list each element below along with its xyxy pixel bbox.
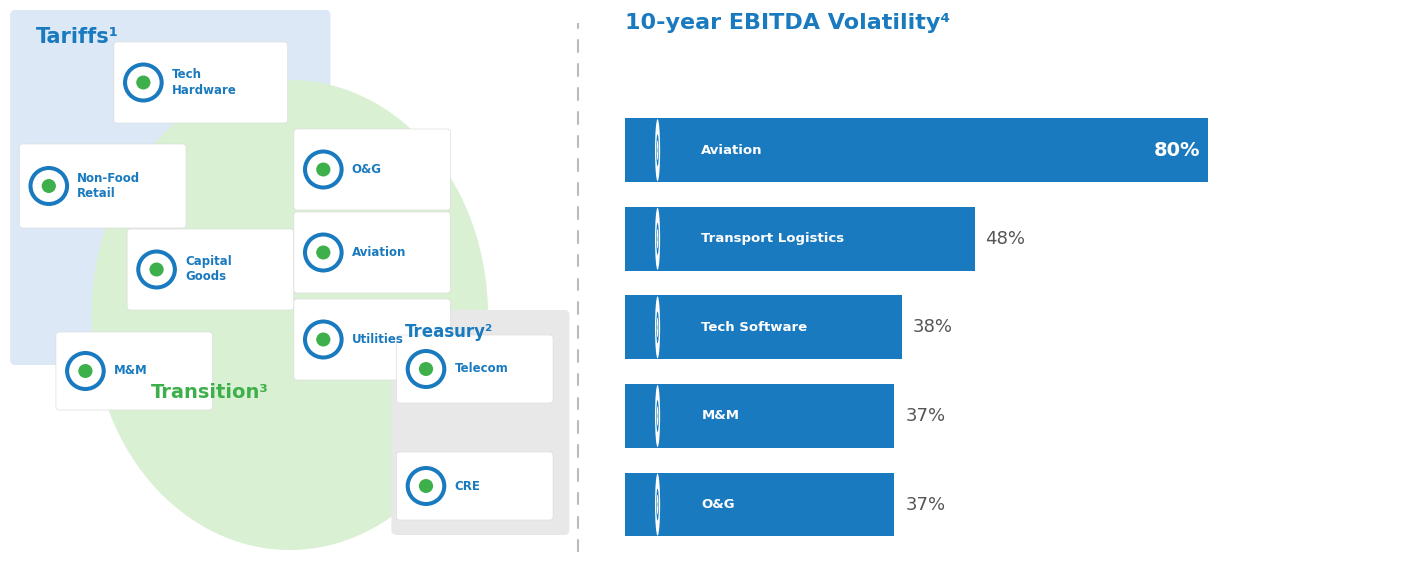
Circle shape [79,364,93,378]
Text: Aviation: Aviation [352,246,406,259]
Text: Aviation: Aviation [702,144,762,156]
Circle shape [656,134,658,166]
Circle shape [656,208,660,270]
Bar [625,207,974,271]
Circle shape [410,470,442,502]
Bar [625,296,901,359]
Bar [625,384,894,448]
Circle shape [410,353,442,385]
Text: Treasury²: Treasury² [404,323,493,341]
Text: Tariffs¹: Tariffs¹ [35,27,118,47]
Text: 80%: 80% [1154,141,1200,160]
Circle shape [316,163,330,177]
Circle shape [656,296,660,358]
FancyBboxPatch shape [396,335,553,403]
Circle shape [136,75,150,90]
Circle shape [657,406,658,426]
Text: Tech Software: Tech Software [702,321,807,334]
FancyBboxPatch shape [114,42,288,123]
FancyBboxPatch shape [20,144,187,228]
Circle shape [124,63,164,102]
Circle shape [42,179,56,193]
Circle shape [307,154,340,186]
Circle shape [32,170,65,202]
Text: Telecom: Telecom [455,362,508,375]
Text: 48%: 48% [986,230,1025,248]
Text: Transition³: Transition³ [150,383,268,402]
Ellipse shape [91,80,489,550]
Circle shape [69,355,101,387]
FancyBboxPatch shape [396,452,553,520]
Circle shape [656,385,660,447]
Circle shape [303,320,344,359]
Circle shape [657,495,658,514]
Text: CRE: CRE [455,480,480,493]
Circle shape [418,479,432,493]
Circle shape [140,254,173,286]
Text: O&G: O&G [702,498,734,511]
Circle shape [316,246,330,259]
FancyBboxPatch shape [128,229,293,310]
Circle shape [656,400,658,432]
Circle shape [657,229,658,248]
Circle shape [65,351,105,391]
Circle shape [656,474,660,535]
Circle shape [656,119,660,181]
FancyBboxPatch shape [392,310,570,535]
Circle shape [418,362,432,376]
Circle shape [316,332,330,347]
Circle shape [657,140,658,160]
Text: O&G: O&G [352,163,382,176]
FancyBboxPatch shape [56,332,212,410]
Text: 37%: 37% [906,496,945,513]
Circle shape [406,349,446,389]
Circle shape [656,223,658,255]
Text: 38%: 38% [913,319,953,336]
Circle shape [303,232,344,273]
Circle shape [307,236,340,269]
Text: Transport Logistics: Transport Logistics [702,232,844,246]
Circle shape [307,324,340,355]
Circle shape [128,67,160,98]
Circle shape [657,317,658,337]
Text: 37%: 37% [906,407,945,425]
Text: M&M: M&M [114,365,147,378]
Text: Non-Food
Retail: Non-Food Retail [77,172,140,200]
Circle shape [303,150,344,190]
Circle shape [28,166,69,206]
FancyBboxPatch shape [10,10,330,365]
Bar [625,473,894,536]
Circle shape [136,250,177,289]
Circle shape [406,466,446,506]
Bar [625,118,1207,182]
Text: 10-year EBITDA Volatility⁴: 10-year EBITDA Volatility⁴ [625,13,951,33]
Text: M&M: M&M [702,409,740,423]
Text: Tech
Hardware: Tech Hardware [171,68,237,97]
Circle shape [656,489,658,520]
FancyBboxPatch shape [293,212,451,293]
FancyBboxPatch shape [293,129,451,210]
FancyBboxPatch shape [293,299,451,380]
Text: Capital
Goods: Capital Goods [185,255,232,283]
Circle shape [149,263,164,277]
Circle shape [656,312,658,343]
Text: Utilities: Utilities [352,333,403,346]
